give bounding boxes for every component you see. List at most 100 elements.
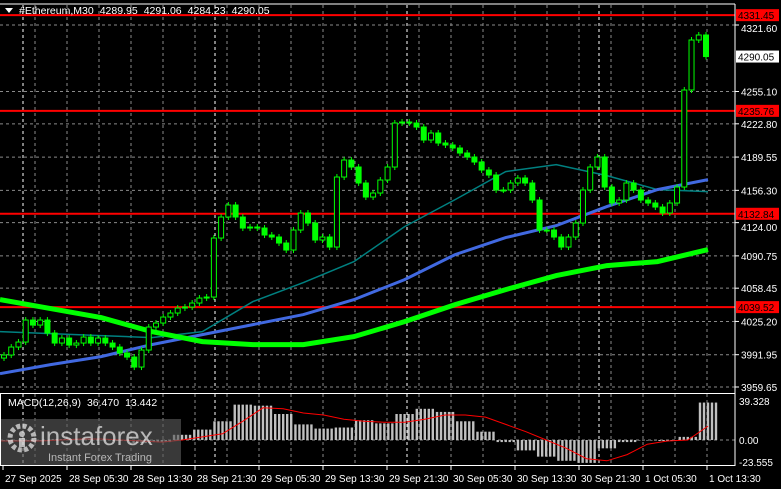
macd-histogram-bar	[318, 428, 321, 440]
macd-histogram-bar	[366, 420, 370, 440]
candles	[1, 32, 709, 371]
macd-histogram-bar	[698, 402, 702, 440]
macd-histogram-bar	[589, 440, 592, 463]
macd-histogram-bar	[314, 428, 317, 440]
candle-body	[341, 159, 348, 178]
candle-body	[152, 322, 159, 328]
triangle-down-icon[interactable]	[5, 8, 13, 13]
macd-histogram-bar	[383, 423, 386, 440]
macd-histogram-bar	[370, 420, 374, 440]
candle-body	[579, 189, 586, 224]
price-tick-label: 4222.80	[741, 120, 778, 131]
macd-histogram-bar	[601, 440, 605, 449]
macd-histogram-bar	[710, 402, 714, 440]
macd-histogram-bar	[500, 440, 503, 443]
candle-body	[362, 182, 369, 198]
level-price-tag	[736, 207, 779, 220]
level-price-tag	[736, 104, 779, 117]
candle-body	[95, 337, 102, 344]
macd-histogram-bar	[621, 440, 625, 443]
macd-histogram-bar	[476, 431, 479, 440]
candle-body	[695, 34, 702, 41]
macd-histogram-bar	[536, 440, 540, 457]
macd-histogram-bar	[435, 411, 439, 440]
macd-histogram-bar	[249, 404, 252, 440]
macd-histogram-bar	[609, 440, 613, 449]
macd-histogram-bar	[613, 440, 617, 449]
macd-tick-label: 0.00	[739, 436, 759, 447]
chart-header: #Ethereum,M30 4289.95 4291.06 4284.23 42…	[5, 5, 270, 17]
candle-body	[478, 161, 485, 171]
level-price-tag	[736, 301, 779, 314]
macd-histogram-bar	[338, 427, 342, 440]
macd-histogram-bar	[322, 428, 325, 440]
candle-body	[536, 199, 543, 231]
macd-histogram-bar	[706, 402, 710, 440]
price-tick-label: 4189.55	[741, 153, 778, 164]
macd-histogram-bar	[310, 424, 313, 440]
current-price-tag	[736, 50, 779, 63]
macd-histogram-bar	[456, 421, 459, 440]
level-price-label: 4235.76	[738, 107, 775, 118]
candle-body	[391, 122, 398, 168]
macd-histogram-bar	[714, 402, 718, 440]
macd-histogram-bar	[423, 408, 426, 440]
macd-histogram-bar	[593, 440, 596, 463]
candle-body	[174, 307, 181, 314]
price-axis[interactable]: 4331.45 4235.76 4132.84 4039.52 4290.05 4321.…	[735, 9, 779, 469]
candle-body	[420, 126, 427, 141]
macd-histogram-bar	[557, 440, 560, 461]
time-tick-label: 30 Sep 05:30	[453, 474, 513, 485]
candle-body	[674, 186, 681, 204]
candle-body	[37, 319, 44, 326]
time-tick-label: 27 Sep 2025	[5, 474, 62, 485]
macd-histogram-bar	[638, 440, 641, 441]
watermark-brand: instaforex	[40, 421, 153, 451]
macd-histogram-bar	[419, 408, 422, 440]
gear-person-icon	[7, 423, 37, 453]
candle-body	[645, 199, 652, 204]
candle-body	[131, 356, 138, 368]
candle-body	[319, 236, 326, 241]
candle-body	[261, 227, 268, 236]
macd-title: MACD(12,26,9)	[8, 397, 81, 409]
macd-histogram-bar	[180, 434, 184, 440]
macd-histogram-bar	[524, 440, 528, 451]
candle-body	[616, 199, 623, 204]
macd-histogram-bar	[253, 405, 257, 440]
macd-histogram-bar	[407, 414, 410, 440]
macd-histogram-bar	[528, 440, 532, 451]
macd-histogram-bar	[221, 421, 224, 440]
candle-body	[66, 337, 73, 346]
macd-histogram-bar	[217, 421, 220, 440]
macd-histogram-bar	[379, 423, 382, 440]
macd-histogram-bar	[540, 440, 544, 457]
candle-body	[543, 229, 550, 232]
macd-histogram-bar	[544, 440, 548, 457]
candle-body	[247, 226, 254, 229]
macd-histogram-bar	[330, 428, 333, 440]
ohlc-open: 4289.95	[100, 5, 138, 17]
support-resistance-levels	[0, 14, 735, 309]
candle-body	[630, 182, 637, 191]
macd-histogram-bar	[395, 414, 398, 440]
macd-histogram-bar	[496, 440, 499, 443]
candle-body	[22, 319, 29, 343]
macd-histogram-bar	[241, 404, 244, 440]
macd-histogram-bar	[694, 436, 697, 440]
macd-histogram-bar	[334, 427, 338, 440]
macd-histogram-bar	[245, 404, 248, 440]
time-axis[interactable]: 27 Sep 2025 28 Sep 05:30 28 Sep 13:30 28 Se…	[2, 466, 761, 485]
price-tick-label: 4321.60	[741, 24, 778, 35]
macd-histogram-bar	[278, 414, 281, 440]
macd-histogram-bar	[447, 411, 451, 440]
macd-histogram-bar	[326, 428, 329, 440]
macd-histogram-bar	[629, 440, 633, 443]
candle-body	[109, 342, 116, 348]
macd-histogram-bar	[358, 420, 362, 440]
macd-histogram-bar	[391, 423, 394, 440]
candle-body	[565, 236, 572, 248]
macd-header: MACD(12,26,9) 36.470 13.442	[8, 397, 157, 409]
candle-body	[427, 132, 434, 141]
